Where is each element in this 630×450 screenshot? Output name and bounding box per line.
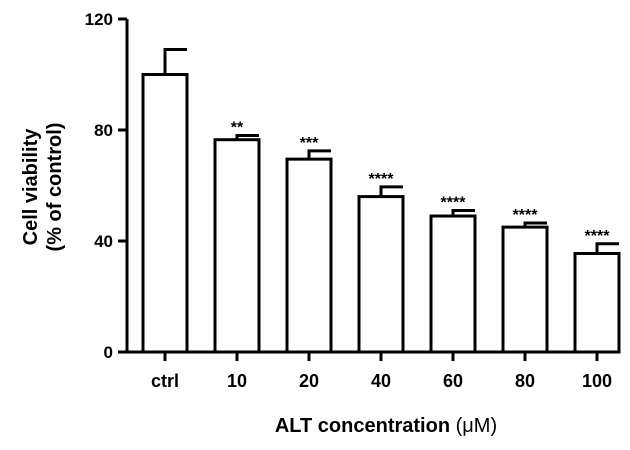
- x-tick-label: 100: [582, 371, 612, 391]
- significance-label: **: [231, 120, 244, 137]
- x-tick-label: 80: [515, 371, 535, 391]
- bar-20: [285, 157, 333, 354]
- y-tick-label: 0: [104, 343, 113, 362]
- significance-label: ****: [513, 207, 539, 224]
- significance-label: ****: [369, 171, 395, 188]
- bars: *********************: [141, 48, 621, 354]
- significance-label: ***: [300, 135, 319, 152]
- bar-ctrl: [141, 73, 189, 354]
- significance-label: ****: [585, 228, 611, 245]
- bar-80: [501, 225, 549, 354]
- y-axis-label-line2: (% of control): [44, 123, 66, 252]
- y-tick-label: 80: [94, 121, 113, 140]
- y-tick-label: 40: [94, 232, 113, 251]
- bar-100: [573, 251, 621, 354]
- x-tick-label: ctrl: [151, 371, 179, 391]
- bar-40: [357, 195, 405, 354]
- axes: 0 40 80 120 ctrl 10 20 40 60 80 100: [85, 10, 617, 391]
- x-tick-label: 40: [371, 371, 391, 391]
- x-axis-label: ALT concentration (μM): [275, 415, 497, 437]
- x-tick-label: 20: [299, 371, 319, 391]
- x-tick-label: 10: [227, 371, 247, 391]
- bar-60: [429, 214, 477, 354]
- bar-10: [213, 138, 261, 354]
- x-tick-label: 60: [443, 371, 463, 391]
- y-axis-label-line1: Cell viability: [20, 128, 42, 246]
- y-tick-label: 120: [85, 10, 113, 29]
- chart-labels: ALT concentration (μM) Cell viability (%…: [20, 123, 497, 437]
- significance-label: ****: [441, 194, 467, 211]
